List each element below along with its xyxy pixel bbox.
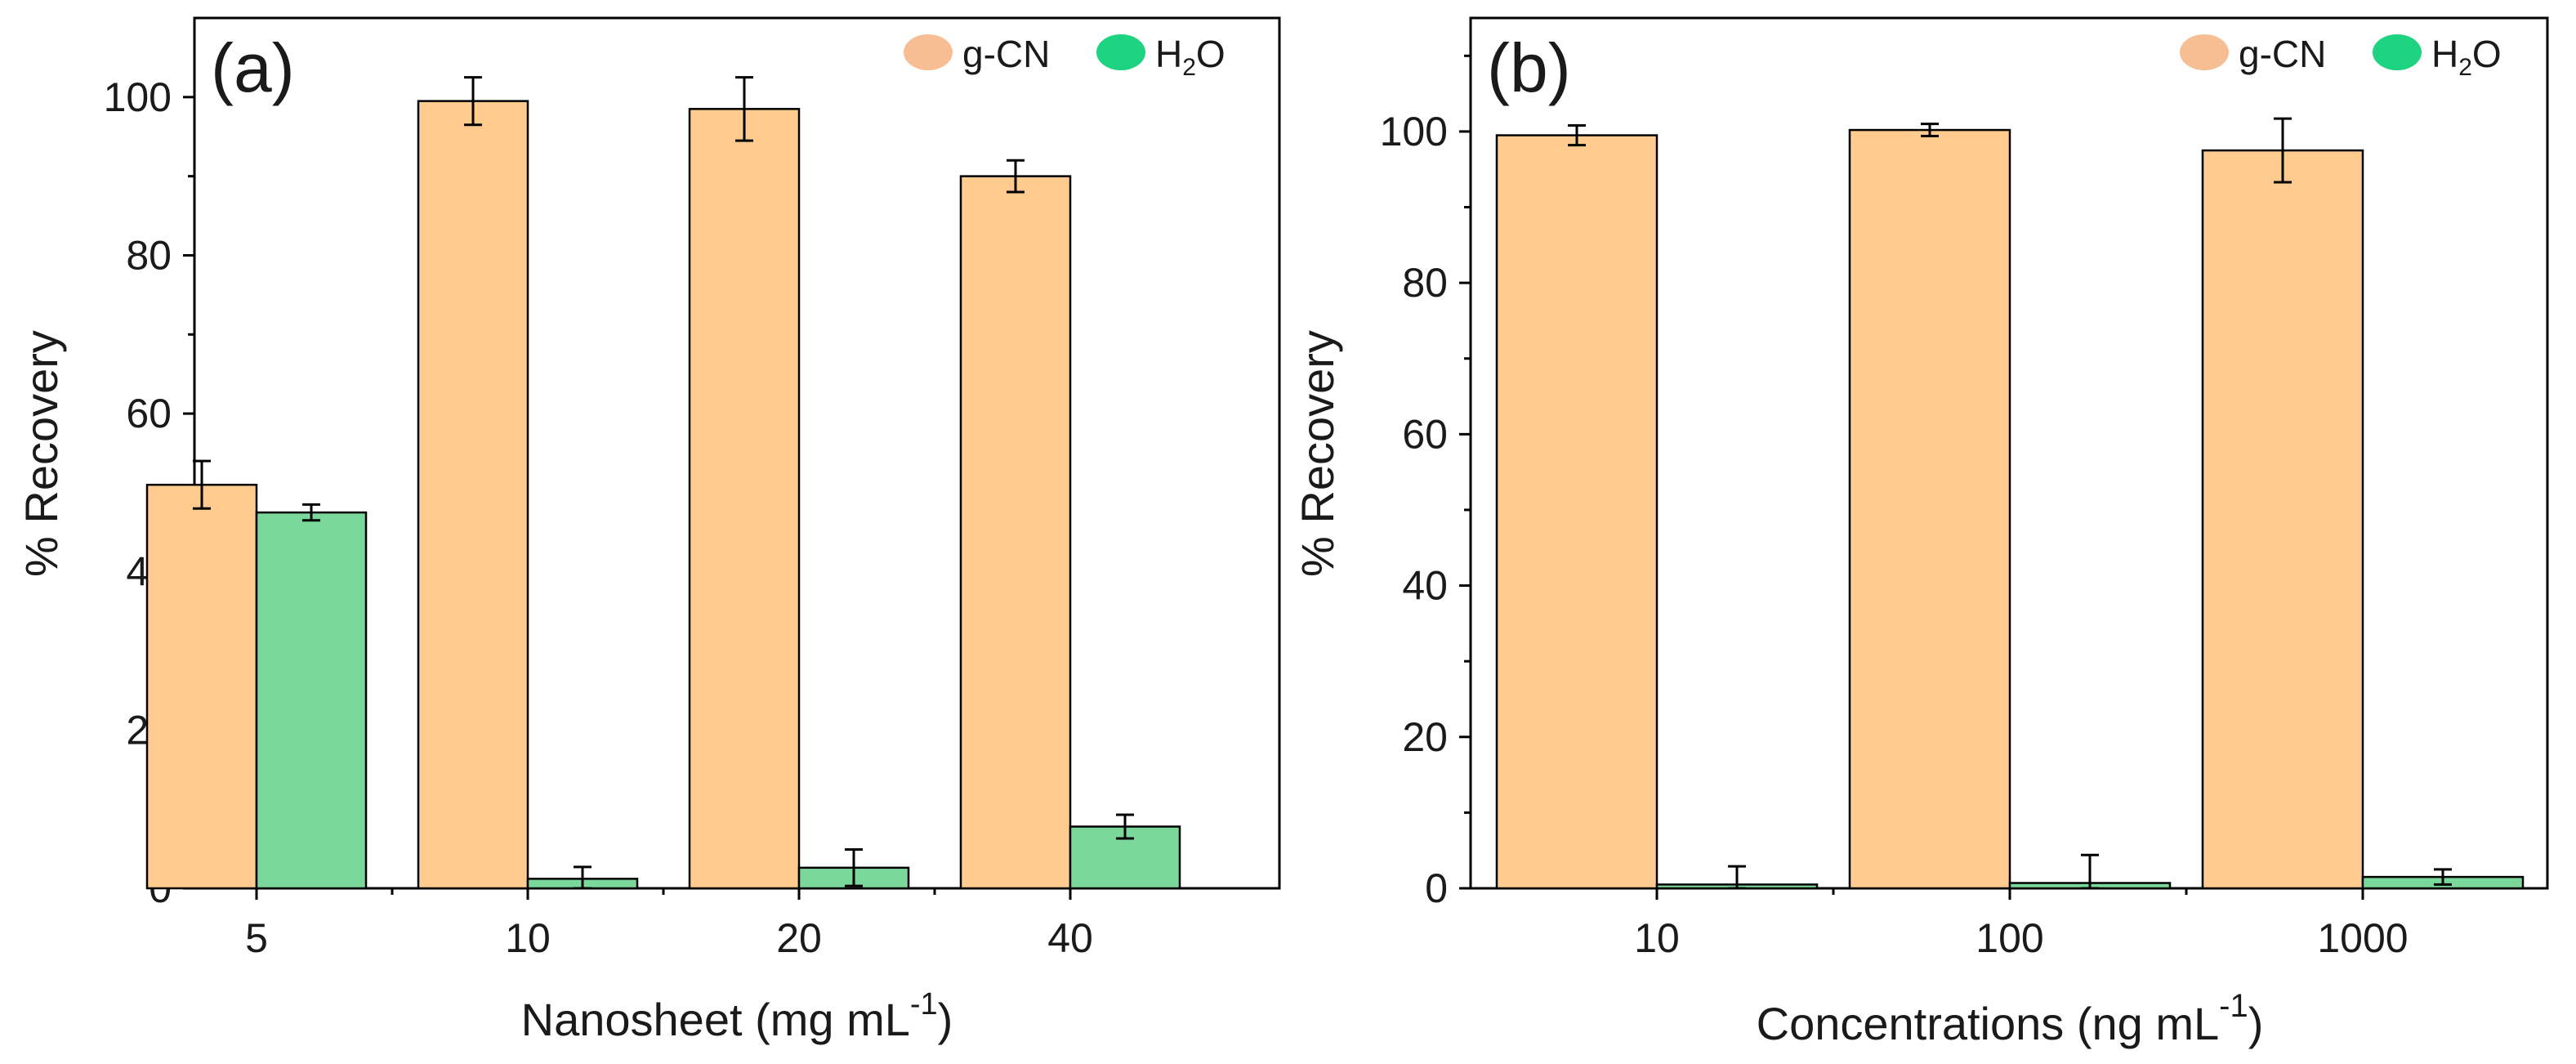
panel-b-y-tick-label: 20: [1402, 714, 1448, 760]
panel-a: (a) g-CN H2O % Recovery Nanosheet (mg mL…: [16, 16, 1281, 1045]
panel-b-y-tick-label: 80: [1402, 260, 1448, 306]
panel-b-y-tick-label: 100: [1380, 109, 1448, 154]
panel-a-x-tick-label: 5: [245, 915, 268, 961]
panel-a-bar-gcn: [145, 483, 258, 890]
panel-a-y-tick-label: 100: [104, 74, 172, 120]
panel-a-legend-h2o-swatch: [1096, 34, 1145, 70]
panel-a-y-tick-label: 80: [126, 232, 172, 278]
panel-b-y-axis-label: % Recovery: [1292, 330, 1343, 577]
panel-a-bar-gcn: [959, 175, 1072, 890]
panel-b-y-tick-label: 40: [1402, 563, 1448, 609]
panel-a-x-tick-label: 20: [776, 915, 822, 961]
panel-a-x-axis-label: Nanosheet (mg mL-1): [521, 987, 953, 1045]
panel-a-y-tick-label: 60: [126, 391, 172, 436]
panel-a-legend-h2o-label: H2O: [1155, 33, 1225, 81]
panel-b: (b) g-CN H2O % Recovery Concentrations (…: [1292, 16, 2549, 1049]
panel-a-x-tick-label: 40: [1047, 915, 1093, 961]
panel-b-bar-gcn: [2201, 149, 2364, 890]
panel-b-legend-h2o-label: H2O: [2431, 33, 2502, 81]
panel-b-x-axis-label: Concentrations (ng mL-1): [1757, 988, 2264, 1049]
panel-a-bar-gcn: [688, 108, 801, 890]
panel-b-legend-gcn-swatch: [2180, 34, 2229, 70]
panel-b-legend-h2o-swatch: [2373, 34, 2422, 70]
panel-b-x-tick-label: 1000: [2317, 915, 2408, 961]
panel-a-bar-gcn: [417, 100, 529, 890]
panel-b-bar-gcn: [1495, 134, 1659, 890]
panel-b-y-tick-label: 60: [1402, 411, 1448, 457]
panel-b-y-tick-label: 0: [1425, 865, 1448, 911]
panel-b-label: (b): [1487, 29, 1571, 106]
panel-a-legend-gcn-swatch: [904, 34, 953, 70]
panel-b-legend-gcn-label: g-CN: [2239, 33, 2326, 75]
panel-a-x-tick-label: 10: [505, 915, 551, 961]
panel-a-bar-h2o: [255, 511, 368, 890]
panel-a-label: (a): [211, 29, 295, 106]
panel-a-y-axis-label: % Recovery: [16, 330, 67, 577]
panel-b-legend: g-CN H2O: [2180, 33, 2502, 81]
panel-a-legend-gcn-label: g-CN: [962, 33, 1050, 75]
panel-a-legend: g-CN H2O: [904, 33, 1225, 81]
panel-b-x-tick-label: 10: [1634, 915, 1680, 961]
panel-b-x-tick-label: 100: [1976, 915, 2043, 961]
panel-b-bar-gcn: [1848, 128, 2011, 890]
